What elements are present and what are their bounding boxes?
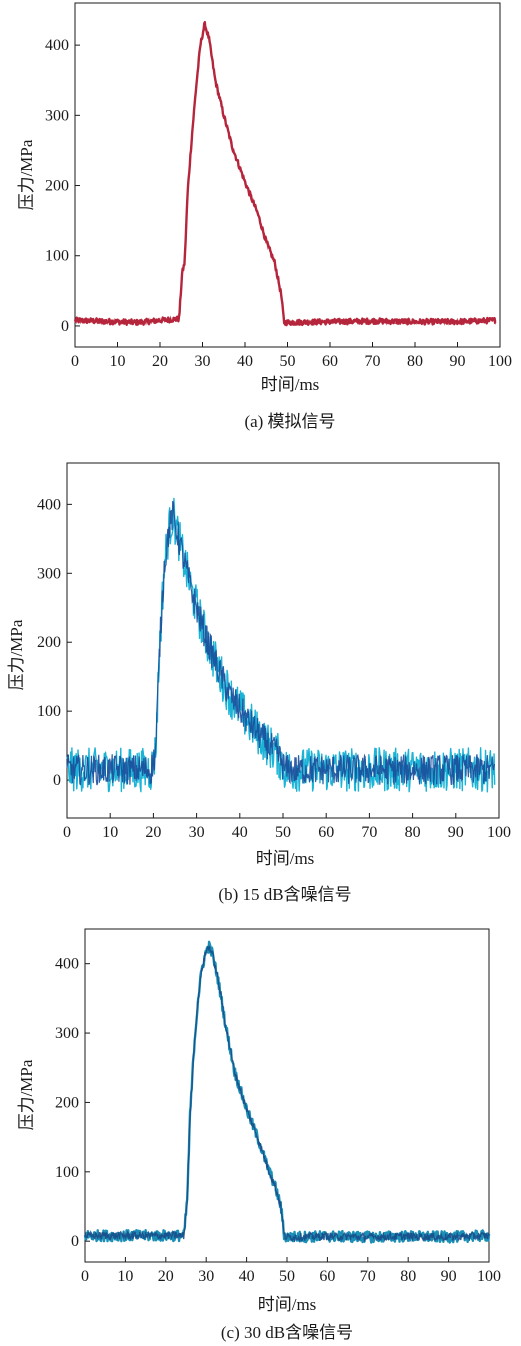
y-tick-labels: 0 100 200 300 400 <box>55 956 90 1250</box>
x-axis-label: 时间/ms <box>261 375 320 394</box>
plot-frame <box>74 2 501 348</box>
x-axis-label: 时间/ms <box>256 849 315 868</box>
y-tick-label: 300 <box>37 565 61 582</box>
x-tick-label: 10 <box>117 1268 133 1285</box>
x-tick-labels: 0 10 20 30 40 50 60 70 80 90 100 <box>71 342 512 370</box>
x-tick-label: 30 <box>198 1268 214 1285</box>
y-tick-label: 0 <box>71 1233 79 1250</box>
x-tick-label: 20 <box>145 824 161 841</box>
y-tick-label: 100 <box>55 1164 79 1181</box>
y-tick-label: 0 <box>53 772 61 789</box>
chart-b: 0 100 200 300 400 0 10 20 30 40 50 60 70 80 90 100 压力/… <box>7 462 511 904</box>
x-tick-label: 90 <box>441 1268 457 1285</box>
x-tick-label: 10 <box>110 353 126 370</box>
x-tick-label: 100 <box>477 1268 501 1285</box>
x-tick-label: 70 <box>360 1268 376 1285</box>
x-tick-label: 0 <box>63 824 71 841</box>
x-tick-label: 100 <box>488 353 512 370</box>
y-tick-label: 100 <box>45 248 69 265</box>
plot-frame <box>84 928 490 1263</box>
x-tick-label: 80 <box>407 353 423 370</box>
x-tick-label: 40 <box>232 824 248 841</box>
y-tick-label: 200 <box>55 1094 79 1111</box>
x-tick-label: 70 <box>365 353 381 370</box>
series-lines <box>73 20 497 327</box>
x-tick-label: 50 <box>275 824 291 841</box>
y-axis-label: 压力/MPa <box>17 139 36 210</box>
x-tick-label: 50 <box>279 1268 295 1285</box>
chart-caption: (c) 30 dB含噪信号 <box>221 1323 353 1342</box>
x-tick-label: 90 <box>448 824 464 841</box>
series-line-core <box>66 500 496 786</box>
x-tick-label: 20 <box>152 353 168 370</box>
x-tick-label: 20 <box>158 1268 174 1285</box>
y-tick-label: 400 <box>37 496 61 513</box>
y-tick-label: 200 <box>37 634 61 651</box>
x-tick-labels: 0 10 20 30 40 50 60 70 80 90 100 <box>81 1257 501 1285</box>
x-tick-label: 70 <box>361 824 377 841</box>
x-tick-label: 80 <box>405 824 421 841</box>
x-tick-label: 60 <box>318 824 334 841</box>
x-tick-label: 0 <box>71 353 79 370</box>
y-tick-label: 400 <box>45 37 69 54</box>
series-line-core <box>84 944 490 1244</box>
y-tick-label: 300 <box>45 107 69 124</box>
y-tick-labels: 0 100 200 300 400 <box>37 496 72 789</box>
series-lines <box>66 497 496 793</box>
y-tick-label: 100 <box>37 703 61 720</box>
x-tick-label: 60 <box>319 1268 335 1285</box>
chart-a: 0 100 200 300 400 0 10 20 30 40 50 60 70 80 90 100 压力/… <box>17 2 512 431</box>
x-axis-label: 时间/ms <box>258 1295 317 1314</box>
chart-caption: (a) 模拟信号 <box>244 412 335 431</box>
y-axis-label: 压力/MPa <box>7 619 26 690</box>
y-axis-label: 压力/MPa <box>17 1059 36 1130</box>
x-tick-label: 10 <box>102 824 118 841</box>
y-tick-label: 300 <box>55 1025 79 1042</box>
x-tick-label: 90 <box>450 353 466 370</box>
x-tick-label: 40 <box>239 1268 255 1285</box>
y-tick-label: 200 <box>45 178 69 195</box>
x-tick-label: 100 <box>487 824 511 841</box>
series-line <box>83 940 491 1244</box>
x-tick-labels: 0 10 20 30 40 50 60 70 80 90 100 <box>63 813 511 841</box>
series-line <box>66 497 496 793</box>
y-tick-label: 0 <box>61 318 69 335</box>
y-tick-label: 400 <box>55 956 79 973</box>
x-tick-label: 30 <box>189 824 205 841</box>
x-tick-label: 80 <box>400 1268 416 1285</box>
x-tick-label: 50 <box>280 353 296 370</box>
x-tick-label: 30 <box>195 353 211 370</box>
series-lines <box>83 940 491 1244</box>
y-tick-labels: 0 100 200 300 400 <box>45 37 80 335</box>
x-tick-label: 40 <box>237 353 253 370</box>
chart-c: 0 100 200 300 400 0 10 20 30 40 50 60 70 80 90 100 压力/… <box>17 928 501 1342</box>
x-tick-label: 60 <box>322 353 338 370</box>
series-line <box>73 20 497 327</box>
series-line-core <box>74 22 497 327</box>
x-tick-label: 0 <box>81 1268 89 1285</box>
chart-caption: (b) 15 dB含噪信号 <box>218 885 351 904</box>
